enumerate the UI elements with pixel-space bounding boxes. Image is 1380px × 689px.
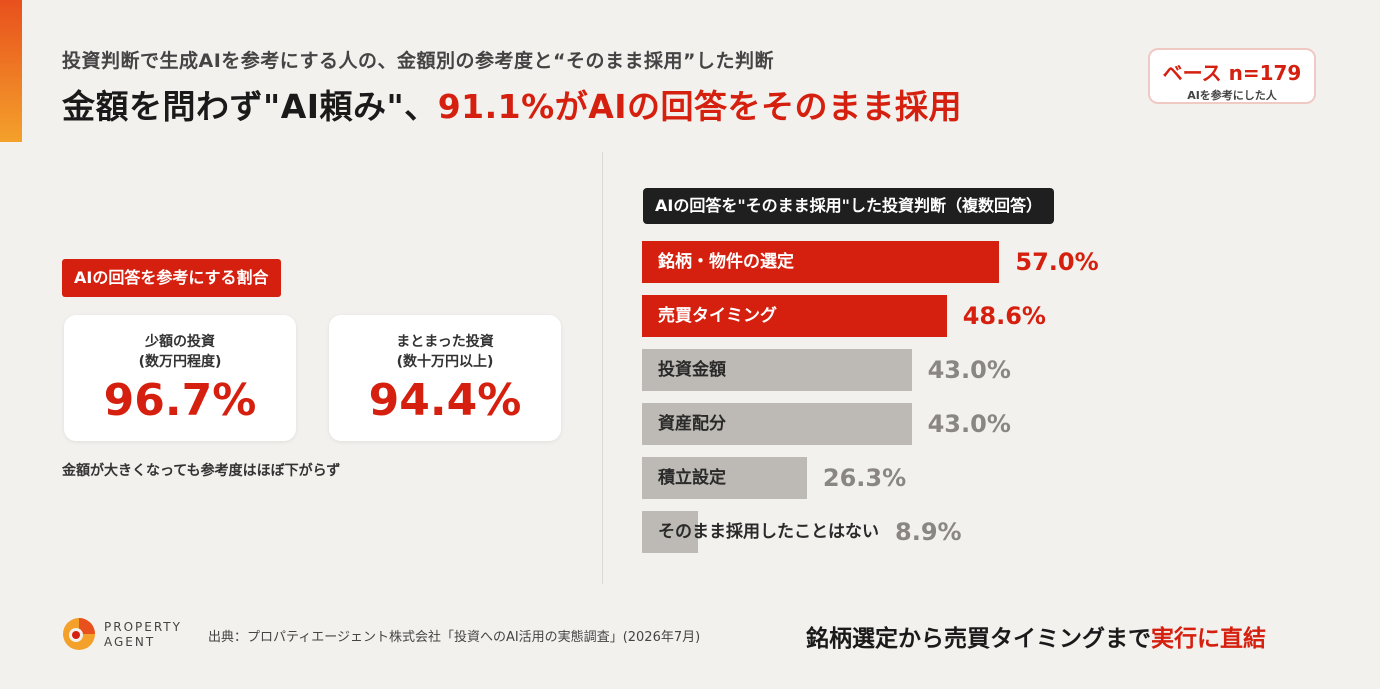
large-investment-card: まとまった投資 (数十万円以上) 94.4% <box>329 315 561 441</box>
logo-line2: AGENT <box>104 635 156 649</box>
headline-black: 金額を問わず"AI頼み"、 <box>62 87 438 126</box>
bar-value-3: 43.0% <box>927 410 1011 438</box>
bar-2 <box>642 349 912 391</box>
property-agent-logo-icon <box>63 618 95 650</box>
conclusion-red: 実行に直結 <box>1151 626 1266 652</box>
bar-value-2: 43.0% <box>927 356 1011 384</box>
section-divider <box>602 152 603 584</box>
logo-line1: PROPERTY <box>104 620 182 634</box>
bar-value-5: 8.9% <box>895 518 962 546</box>
card-label-line1: まとまった投資 <box>396 334 494 350</box>
chart-title: AIの回答を"そのまま採用"した投資判断（複数回答） <box>643 188 1055 224</box>
card-label: 少額の投資 (数万円程度) <box>64 332 296 372</box>
bar-1 <box>642 295 947 337</box>
card-label: まとまった投資 (数十万円以上) <box>329 332 561 372</box>
page-subtitle: 投資判断で生成AIを参考にする人の、金額別の参考度と“そのまま採用”した判断 <box>62 50 774 72</box>
reference-note: 金額が大きくなっても参考度はほぼ下がらず <box>62 463 341 479</box>
base-badge: ベース n=179 AIを参考にした人 <box>1148 48 1316 104</box>
page-title: 金額を問わず"AI頼み"、91.1%がAIの回答をそのまま採用 <box>62 80 962 128</box>
small-investment-card: 少額の投資 (数万円程度) 96.7% <box>64 315 296 441</box>
bar-label-0: 銘柄・物件の選定 <box>658 252 794 272</box>
bar-label-5: そのまま採用したことはない <box>658 522 879 542</box>
bar-0 <box>642 241 1000 283</box>
bar-3 <box>642 403 912 445</box>
bar-value-0: 57.0% <box>1015 248 1099 276</box>
card-label-line2: (数万円程度) <box>138 354 222 370</box>
card-value: 96.7% <box>103 375 257 426</box>
card-label-line1: 少額の投資 <box>145 334 215 350</box>
bar-5 <box>642 511 698 553</box>
base-count: ベース n=179 <box>1162 61 1302 85</box>
conclusion-text: 銘柄選定から売買タイミングまで実行に直結 <box>806 619 1266 653</box>
bar-value-4: 26.3% <box>822 464 907 492</box>
bar-label-4: 積立設定 <box>658 468 726 488</box>
bar-label-1: 売買タイミング <box>658 306 777 326</box>
headline-red: 91.1%がAIの回答をそのまま採用 <box>437 87 963 126</box>
source-citation: 出典：プロパティエージェント株式会社「投資へのAI活用の実態調査」(2026年7… <box>208 630 701 645</box>
card-value: 94.4% <box>368 375 522 426</box>
conclusion-black: 銘柄選定から売買タイミングまで <box>806 626 1151 652</box>
bar-value-1: 48.6% <box>962 302 1046 330</box>
bar-label-3: 資産配分 <box>658 414 726 434</box>
bar-label-2: 投資金額 <box>658 360 726 380</box>
accent-strip <box>0 0 22 142</box>
base-description: AIを参考にした人 <box>1187 89 1277 102</box>
reference-ratio-tag: AIの回答を参考にする割合 <box>62 259 281 297</box>
card-label-line2: (数十万円以上) <box>396 354 494 370</box>
bar-4 <box>642 457 807 499</box>
logo-text: PROPERTY AGENT <box>104 620 182 650</box>
